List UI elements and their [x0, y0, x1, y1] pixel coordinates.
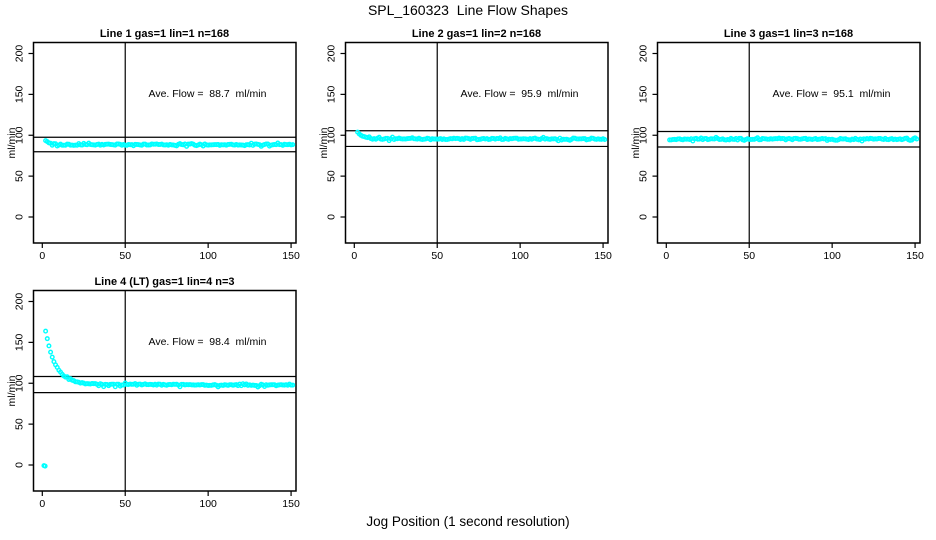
data-point	[49, 354, 55, 360]
x-tick-label: 100	[199, 498, 217, 510]
figure-title: SPL_160323 Line Flow Shapes	[367, 2, 569, 18]
x-axis-label: Jog Position (1 second resolution)	[366, 514, 570, 529]
y-tick-label: 50	[14, 418, 26, 430]
x-tick-label: 50	[119, 250, 131, 262]
subplot-title: Line 4 (LT) gas=1 lin=4 n=3	[94, 276, 235, 288]
y-tick-label: 0	[14, 214, 26, 220]
subplot-line-4: Line 4 (LT) gas=1 lin=4 n=3 ml/min 0 50 10…	[0, 268, 312, 516]
plot-box	[344, 41, 609, 244]
y-tick-label: 50	[638, 170, 650, 182]
y-tick-label: 50	[14, 170, 26, 182]
data-point	[290, 382, 296, 388]
x-tick-label: 0	[39, 250, 45, 262]
data-point	[48, 349, 54, 355]
plot-area: 0 50 100 150 0 50 100 150 200	[14, 41, 300, 262]
plot-box	[32, 289, 297, 492]
x-tick-label: 50	[431, 250, 443, 262]
y-tick-label: 150	[326, 85, 338, 103]
subplot-line-1: Line 1 gas=1 lin=1 n=168 ml/min 0 50 100 15…	[0, 20, 312, 268]
y-tick-label: 0	[638, 214, 650, 220]
plot-area: 0 50 100 150 0 50 100 150 200	[326, 41, 612, 262]
y-tick-label: 150	[638, 85, 650, 103]
subplot-title: Line 1 gas=1 lin=1 n=168	[99, 28, 230, 40]
data-point	[290, 142, 296, 148]
x-tick-label: 100	[823, 250, 841, 262]
x-tick-label: 0	[39, 498, 45, 510]
y-tick-label: 150	[14, 333, 26, 351]
x-tick-label: 100	[199, 250, 217, 262]
data-point	[44, 336, 50, 342]
data-point	[42, 463, 48, 469]
x-tick-label: 50	[743, 250, 755, 262]
x-tick-label: 100	[511, 250, 529, 262]
subplot-title: Line 2 gas=1 lin=2 n=168	[411, 28, 542, 40]
plot-area: 0 50 100 150 0 50 100 150 200	[638, 41, 924, 262]
y-tick-label: 0	[326, 214, 338, 220]
x-tick-label: 150	[594, 250, 612, 262]
y-tick-label: 50	[326, 170, 338, 182]
ave-flow-annotation: Ave. Flow = 95.1 ml/min	[772, 88, 891, 100]
y-tick-label: 100	[14, 374, 26, 392]
x-tick-label: 150	[282, 498, 300, 510]
data-point	[43, 328, 49, 334]
y-tick-label: 150	[14, 85, 26, 103]
subplot-line-2: Line 2 gas=1 lin=2 n=168 ml/min 0 50 100 15…	[312, 20, 624, 268]
y-tick-label: 200	[14, 293, 26, 311]
data-point	[46, 343, 52, 349]
x-tick-label: 0	[663, 250, 669, 262]
y-tick-label: 0	[14, 462, 26, 468]
y-tick-label: 100	[14, 126, 26, 144]
plot-area: 0 50 100 150 0 50 100 150 200	[14, 289, 300, 510]
data-point	[602, 136, 608, 142]
subplot-line-3: Line 3 gas=1 lin=3 n=168 ml/min 0 50 100 15…	[624, 20, 936, 268]
y-tick-label: 200	[638, 45, 650, 63]
subplot-title: Line 3 gas=1 lin=3 n=168	[723, 28, 854, 40]
ave-flow-annotation: Ave. Flow = 98.4 ml/min	[148, 336, 267, 348]
y-tick-label: 200	[326, 45, 338, 63]
ave-flow-annotation: Ave. Flow = 88.7 ml/min	[148, 88, 267, 100]
y-tick-label: 100	[638, 126, 650, 144]
plot-box	[32, 41, 297, 244]
x-tick-label: 150	[906, 250, 924, 262]
y-tick-label: 100	[326, 126, 338, 144]
x-tick-label: 150	[282, 250, 300, 262]
plot-box	[656, 41, 921, 244]
y-tick-label: 200	[14, 45, 26, 63]
x-tick-label: 50	[119, 498, 131, 510]
data-point	[914, 136, 920, 142]
ave-flow-annotation: Ave. Flow = 95.9 ml/min	[460, 88, 579, 100]
x-tick-label: 0	[351, 250, 357, 262]
